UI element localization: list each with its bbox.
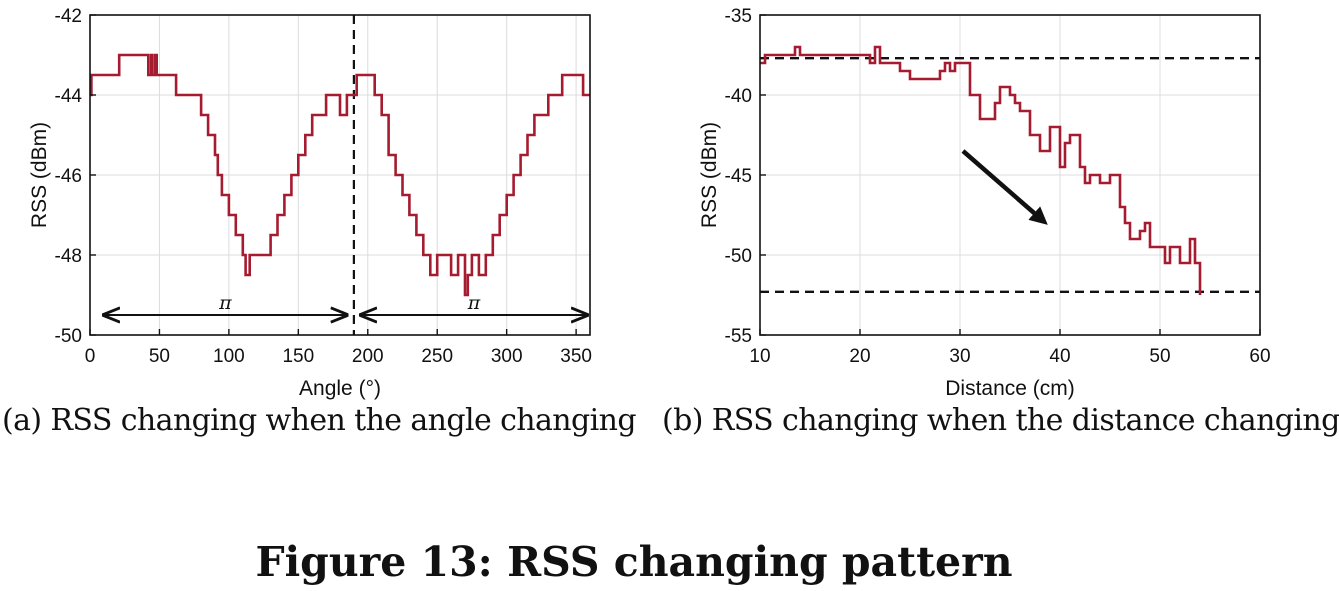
chart-b-ytick-label: -55 — [725, 326, 752, 347]
chart-a-xtick-label: 300 — [491, 346, 523, 367]
chart-a-ytick-label: -46 — [55, 166, 82, 187]
chart-a-series-line-0 — [90, 53, 590, 297]
chart-b-xtick-label: 40 — [1049, 346, 1070, 367]
chart-b-ytick-label: -50 — [725, 246, 752, 267]
caption-b: (b) RSS changing when the distance chang… — [662, 403, 1339, 438]
chart-b-xtick-label: 50 — [1149, 346, 1170, 367]
chart-angle: π π 0 50 100 150 200 250 300 350 -42 -44 -46 -48 -50 An… — [28, 6, 592, 400]
chart-distance: 10 20 30 40 50 60 -35 -40 -45 -50 -55 Distance (cm)… — [698, 6, 1271, 400]
chart-b-ytick-label: -45 — [725, 166, 752, 187]
chart-b-x-axis-label: Distance (cm) — [945, 377, 1075, 400]
chart-b-ytick-label: -40 — [725, 86, 752, 107]
chart-b-xtick-label: 30 — [949, 346, 970, 367]
chart-a-ytick-label: -42 — [55, 6, 82, 27]
chart-a-xtick-label: 50 — [149, 346, 170, 367]
chart-b-series-line-0 — [760, 45, 1202, 295]
chart-a-xtick-label: 200 — [352, 346, 384, 367]
chart-a-ytick-label: -44 — [55, 86, 83, 107]
chart-a-y-axis-label: RSS (dBm) — [28, 122, 51, 228]
chart-b-xtick-label: 10 — [749, 346, 770, 367]
chart-b-xtick-label: 20 — [849, 346, 870, 367]
chart-a-xtick-label: 250 — [421, 346, 453, 367]
caption-a: (a) RSS changing when the angle changing — [2, 403, 637, 438]
chart-a-span-label-1: π — [467, 292, 481, 314]
chart-a-ytick-label: -50 — [55, 326, 82, 347]
chart-b-xtick-label: 60 — [1249, 346, 1270, 367]
chart-a-ytick-label: -48 — [55, 246, 82, 267]
chart-a-span-label-0: π — [218, 292, 232, 314]
chart-a-xtick-label: 0 — [85, 346, 96, 367]
chart-a-xtick-label: 350 — [560, 346, 592, 367]
chart-b-y-axis-label: RSS (dBm) — [698, 122, 721, 228]
chart-a-xtick-label: 150 — [282, 346, 314, 367]
chart-b-trend-arrow — [961, 149, 1048, 225]
chart-a-xtick-label: 100 — [213, 346, 245, 367]
chart-b-ytick-label: -35 — [725, 6, 752, 27]
figure-title: Figure 13: RSS changing pattern — [255, 538, 1013, 586]
figure: π π 0 50 100 150 200 250 300 350 -42 -44 -46 -48 -50 An… — [28, 6, 1271, 400]
chart-a-x-axis-label: Angle (°) — [299, 377, 381, 400]
